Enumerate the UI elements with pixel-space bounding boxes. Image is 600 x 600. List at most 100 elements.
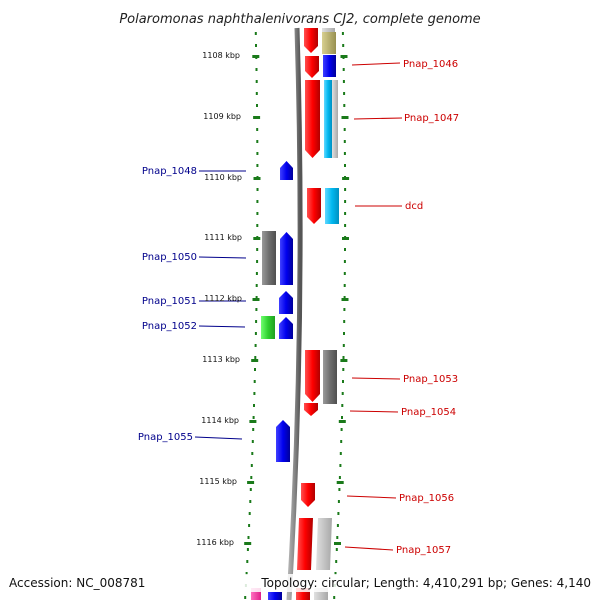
gene-label[interactable]: Pnap_1050	[142, 252, 197, 263]
kbp-tick	[252, 55, 260, 58]
track-dot	[256, 128, 259, 131]
track-dot	[254, 332, 257, 335]
track-dot	[343, 128, 346, 131]
kbp-tick	[251, 359, 259, 362]
gene-feature	[280, 232, 293, 285]
track-dot	[255, 296, 258, 299]
gene-label[interactable]: Pnap_1051	[142, 296, 197, 307]
track-dot	[342, 380, 344, 383]
gene-label[interactable]: Pnap_1046	[403, 59, 458, 70]
gene-label[interactable]: Pnap_1047	[404, 113, 459, 124]
gene-feature	[325, 188, 339, 224]
kbp-tick	[252, 298, 260, 301]
kbp-tick	[249, 420, 257, 423]
track-dot	[342, 44, 345, 47]
kbp-tick	[334, 542, 341, 545]
gene-feature	[323, 350, 337, 404]
track-dot	[252, 416, 255, 419]
track-dot	[256, 260, 259, 263]
gene-feature	[280, 161, 293, 180]
gene-feature	[305, 56, 319, 78]
kbp-ticks	[244, 55, 350, 545]
track-dot	[255, 44, 257, 47]
track-dot	[344, 164, 346, 167]
label-leader-lines	[194, 62, 403, 551]
track-dot	[249, 500, 252, 503]
gene-label[interactable]: dcd	[405, 201, 423, 212]
track-dot	[336, 536, 339, 539]
track-dot	[343, 152, 346, 155]
track-dot	[335, 548, 338, 551]
gene-label[interactable]: Pnap_1055	[138, 432, 193, 443]
track-dot	[338, 476, 341, 479]
track-dot	[343, 140, 346, 143]
track-dot	[335, 560, 338, 563]
kbp-label: 1113 kbp	[202, 355, 240, 364]
track-dot	[256, 200, 259, 203]
gene-feature	[279, 317, 293, 339]
track-dot	[341, 32, 344, 35]
leader-line	[346, 495, 397, 499]
track-dot	[343, 332, 345, 335]
track-dot	[250, 476, 253, 479]
gene-feature	[305, 350, 320, 402]
gene-label[interactable]: Pnap_1056	[399, 493, 454, 504]
track-dot	[256, 140, 259, 143]
track-dot	[343, 260, 346, 263]
gene-labels-left: Pnap_1048 Pnap_1050 Pnap_1051 Pnap_1052 …	[138, 166, 197, 443]
gene-label[interactable]: Pnap_1053	[403, 374, 458, 385]
footer-background	[0, 574, 600, 592]
track-dot	[343, 296, 346, 299]
track-dot	[246, 560, 249, 563]
track-dot	[256, 212, 259, 215]
kbp-label: 1110 kbp	[204, 173, 242, 182]
track-dot	[256, 224, 259, 227]
track-dot	[255, 68, 258, 71]
kbp-tick	[336, 481, 344, 484]
kbp-label: 1114 kbp	[201, 416, 239, 425]
gene-feature	[279, 291, 293, 314]
track-dot	[246, 548, 249, 551]
genome-backbone	[286, 27, 303, 600]
leader-line	[194, 436, 243, 440]
gene-feature	[332, 80, 338, 158]
track-dot	[342, 68, 345, 71]
gene-features	[251, 28, 339, 600]
kbp-tick	[253, 177, 261, 180]
track-dot	[256, 152, 259, 155]
gene-feature	[324, 80, 332, 158]
track-dot	[338, 488, 341, 491]
track-dot	[340, 440, 343, 443]
kbp-tick	[342, 177, 350, 180]
track-dot	[255, 284, 258, 287]
kbp-label: 1111 kbp	[204, 233, 242, 242]
gene-feature	[301, 483, 315, 507]
gene-feature	[297, 518, 313, 570]
gene-label[interactable]: Pnap_1054	[401, 407, 456, 418]
track-dot	[248, 512, 251, 515]
gene-label[interactable]: Pnap_1048	[142, 166, 197, 177]
kbp-tick	[247, 481, 255, 484]
kbp-tick	[338, 420, 346, 423]
track-dot	[256, 104, 258, 107]
page-title: Polaromonas naphthalenivorans CJ2, compl…	[119, 12, 480, 27]
gene-label[interactable]: Pnap_1057	[396, 545, 451, 556]
track-dot	[342, 356, 345, 359]
track-dot	[253, 380, 256, 383]
track-dot	[255, 308, 258, 311]
leader-line	[351, 62, 401, 66]
kbp-label: 1109 kbp	[203, 112, 241, 121]
track-dot	[336, 524, 339, 527]
track-dot	[256, 248, 259, 251]
track-dot	[251, 452, 254, 455]
track-dot	[339, 464, 342, 467]
kbp-tick	[253, 237, 261, 240]
track-dot	[342, 80, 345, 83]
gene-label[interactable]: Pnap_1052	[142, 321, 197, 332]
track-dot	[344, 188, 347, 191]
track-dot	[344, 200, 347, 203]
gene-feature	[304, 403, 318, 416]
track-dot	[341, 404, 344, 407]
gene-feature	[261, 316, 275, 339]
track-dot	[339, 452, 342, 455]
